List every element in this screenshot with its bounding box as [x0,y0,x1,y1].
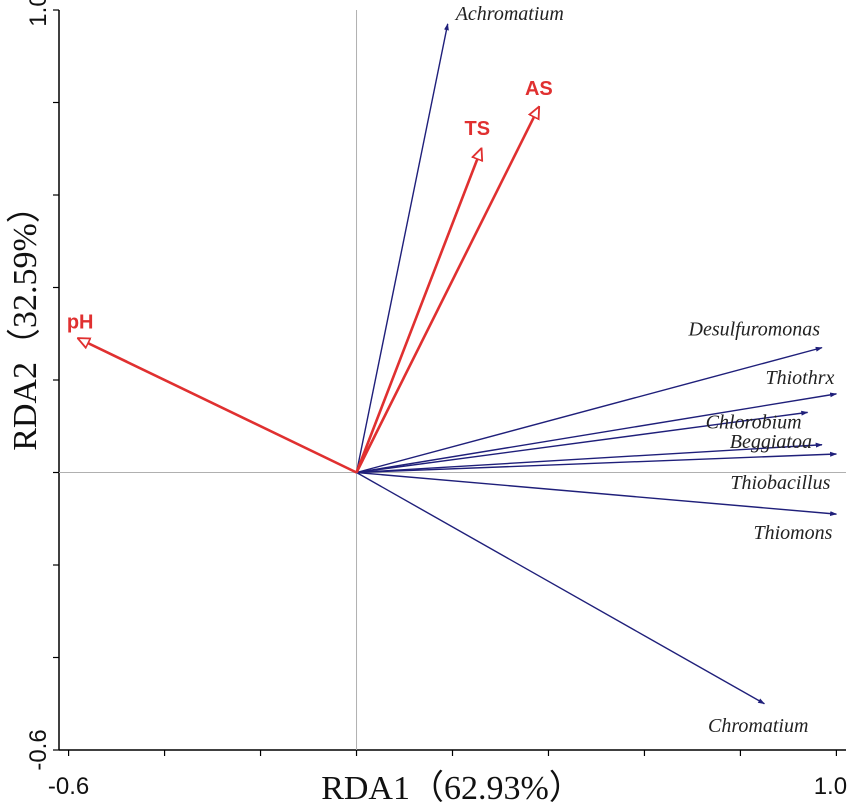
arrow-thiomons [356,471,838,517]
label-beggiatoa: Beggiatoa [730,431,812,453]
arrow-chlorobium [356,410,809,474]
label-thiobacillus: Thiobacillus [730,472,830,494]
arrow-as [355,107,539,474]
arrow-chromatium [356,471,766,705]
x-axis-title: RDA1（62.93%） [321,769,583,807]
species-series: Achromatium Desulfuromonas Thiothrx Chlorob… [355,3,838,737]
environment-series: AS TS pH [67,78,553,474]
label-ts: TS [465,118,491,140]
label-chlorobium: Chlorobium [706,411,802,433]
label-desulfuromonas: Desulfuromonas [688,319,821,341]
arrow-ph [78,338,358,474]
x-tick-label: 1.0 [814,773,847,800]
label-thiomons: Thiomons [753,522,832,544]
label-thiothrx: Thiothrx [765,367,834,389]
plot-frame [58,10,846,751]
arrow-thiothrx [356,392,838,474]
axis-ticks [53,9,838,756]
x-tick-label: -0.6 [48,773,89,800]
arrow-beggiatoa [356,442,823,474]
arrow-desulfuromonas [356,346,823,474]
label-chromatium: Chromatium [708,715,808,737]
y-axis-title: RDA2（32.59%） [6,189,44,451]
zero-lines [59,10,846,750]
arrow-thiobacillus [356,451,838,474]
arrow-achromatium [355,23,449,473]
label-as: AS [525,78,553,100]
label-ph: pH [67,311,94,333]
y-tick-label: 1.0 [25,0,52,27]
axis-tick-labels: -0.6 1.0 1.0 -0.6 [25,0,847,800]
label-achromatium: Achromatium [454,3,564,25]
arrow-ts [355,149,482,473]
y-tick-label: -0.6 [25,729,52,770]
